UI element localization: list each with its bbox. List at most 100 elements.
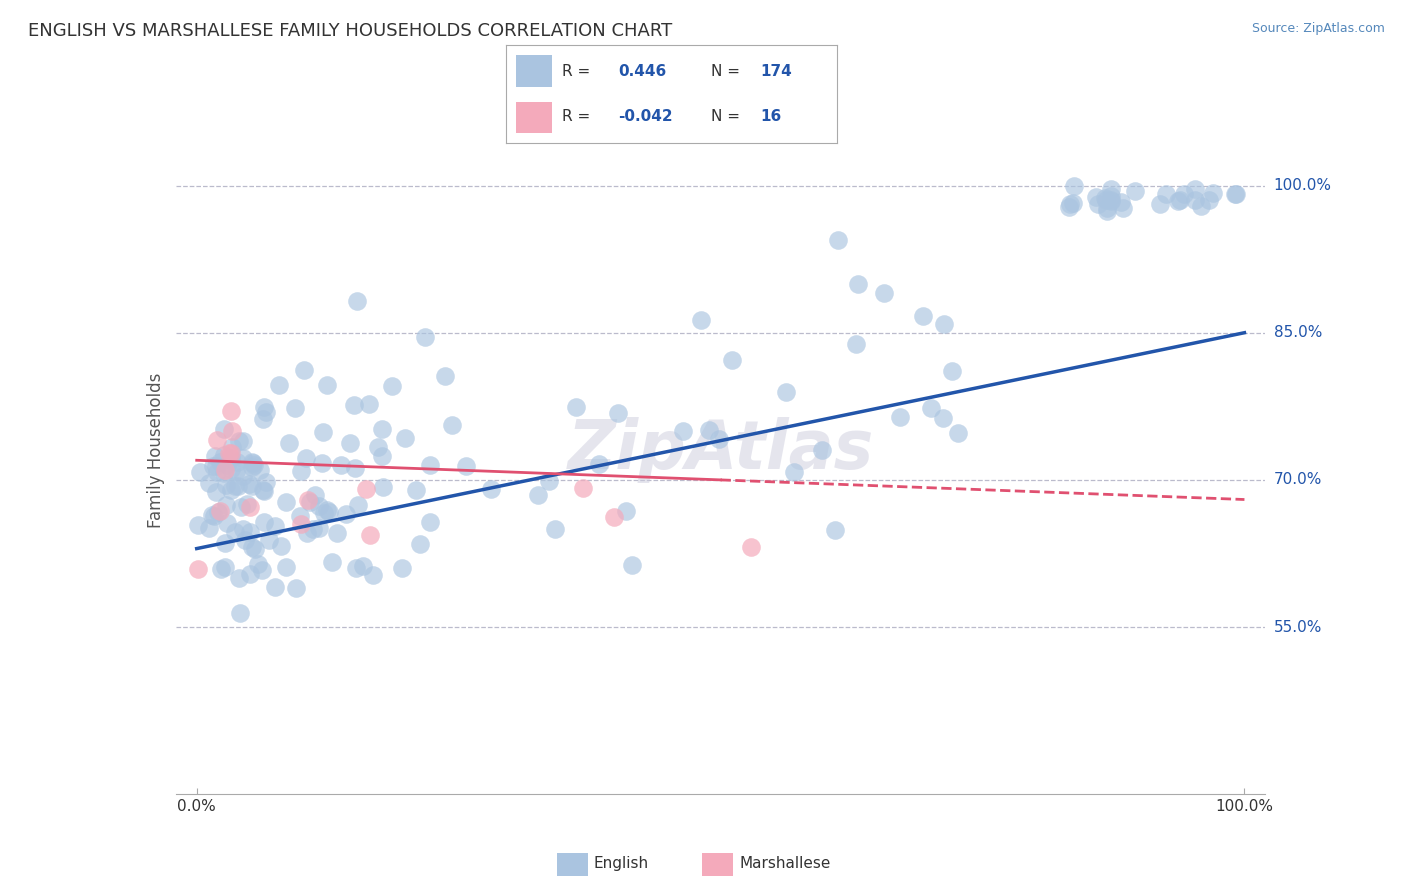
Point [456,458,478,473]
Point [689,313,711,327]
Point [321,556,343,570]
Point [311,456,333,470]
Point [326,526,349,541]
Point [198,521,221,535]
Point [409,536,432,550]
Point [527,487,550,501]
Point [335,507,357,521]
Point [207,505,229,519]
Point [214,536,236,550]
Point [224,525,246,540]
Point [221,440,243,454]
Point [827,233,849,247]
Point [284,581,307,595]
Point [419,458,441,472]
Point [270,539,292,553]
Point [229,500,252,514]
Point [441,418,464,433]
Point [302,522,325,536]
Point [215,516,238,530]
Point [1189,199,1212,213]
Text: Marshallese: Marshallese [740,856,831,871]
Point [308,499,330,513]
Point [352,559,374,574]
Point [205,458,228,473]
Text: Source: ZipAtlas.com: Source: ZipAtlas.com [1251,22,1385,36]
Point [740,540,762,554]
Point [207,465,229,479]
Point [243,542,266,557]
Point [202,509,225,524]
Point [1097,201,1119,215]
Point [290,464,312,478]
Point [356,483,378,497]
Point [257,533,280,547]
Text: ZipAtlas: ZipAtlas [568,417,873,483]
Point [920,401,942,415]
Point [391,561,413,575]
Point [240,541,263,555]
Point [212,448,235,462]
Point [188,465,211,479]
Point [228,571,250,585]
Point [214,560,236,574]
Point [1099,182,1122,196]
Point [1202,186,1225,201]
Text: English: English [593,856,650,871]
Point [252,411,274,425]
Point [344,560,367,574]
Point [1062,196,1084,211]
Point [848,277,870,292]
Text: ENGLISH VS MARSHALLESE FAMILY HOUSEHOLDS CORRELATION CHART: ENGLISH VS MARSHALLESE FAMILY HOUSEHOLDS… [28,22,672,40]
Point [219,462,242,476]
Point [941,364,963,378]
Point [1123,184,1146,198]
Point [1225,186,1247,201]
Point [889,409,911,424]
Point [1112,201,1135,215]
Point [253,484,276,499]
Point [1063,178,1085,193]
Point [226,479,249,493]
Text: 0.446: 0.446 [619,63,666,78]
Point [720,353,742,368]
Point [1154,186,1177,201]
Point [246,557,269,571]
Point [240,459,263,474]
FancyBboxPatch shape [557,853,588,876]
Point [187,518,209,533]
Point [299,495,322,509]
Point [312,507,335,521]
Point [278,435,301,450]
Point [603,510,626,524]
Point [620,558,643,573]
Point [413,330,436,344]
Text: 174: 174 [761,63,793,78]
Point [405,483,427,498]
Point [221,424,243,438]
Point [263,519,285,533]
Point [538,475,561,489]
Point [214,462,236,476]
Point [672,424,695,438]
Point [239,524,262,539]
Point [215,478,238,492]
Point [242,456,264,470]
Point [217,458,239,472]
Text: R =: R = [562,109,591,124]
Point [934,317,956,331]
Point [254,405,277,419]
Point [308,521,330,535]
Point [219,403,242,417]
Point [239,567,262,582]
Point [212,466,235,480]
Point [290,517,312,532]
Point [367,440,389,454]
Point [1099,193,1122,207]
Point [235,497,257,511]
Point [1099,194,1122,208]
Point [1094,191,1116,205]
Point [344,461,367,475]
Point [1184,182,1206,196]
Point [371,449,394,463]
